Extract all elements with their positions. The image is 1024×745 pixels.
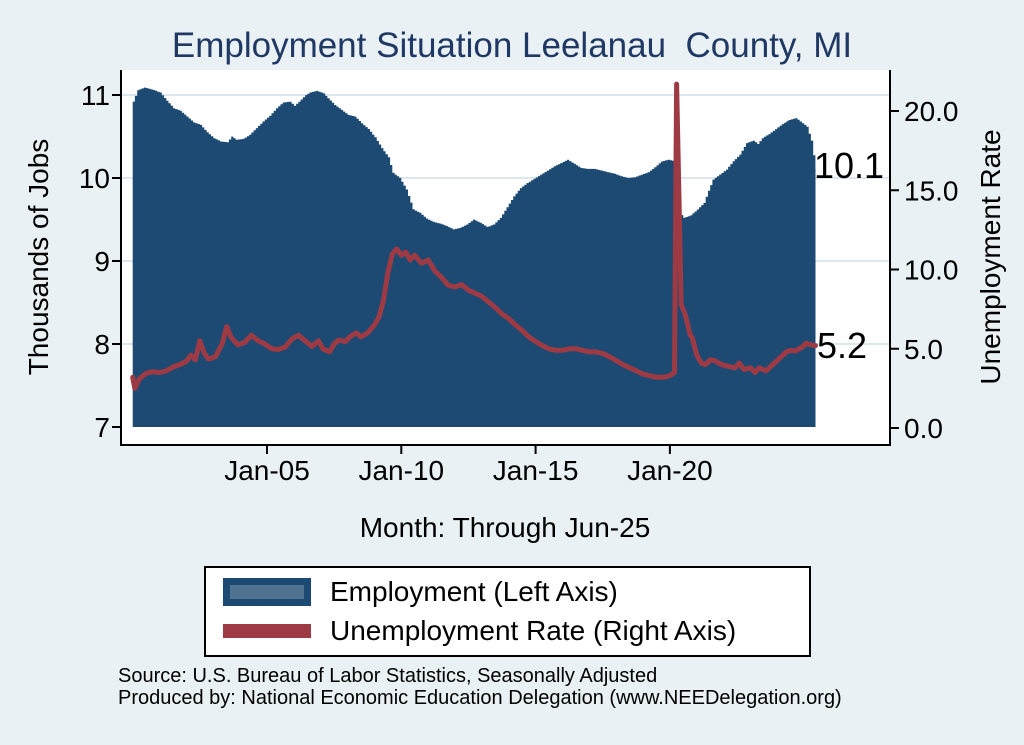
tick-labels: 7 8 9 10 11 0.0 5.0 10.0 15.0 20.0 Jan-05 Jan-10 Jan… [79,80,959,486]
left-axis-title: Thousands of Jobs [23,139,54,376]
right-tick-label: 10.0 [904,255,959,286]
footer-notes: Source: U.S. Bureau of Labor Statistics,… [118,665,842,709]
plot-frame [120,70,891,446]
legend: Employment (Left Axis) Unemployment Rate… [204,566,811,657]
left-tick-label: 11 [81,80,110,111]
right-tick-label: 0.0 [904,413,943,444]
right-tick-label: 15.0 [904,175,959,206]
left-tick-label: 9 [94,246,110,277]
x-axis-title: Month: Through Jun-25 [360,512,651,543]
x-tick-label: Jan-20 [627,455,713,486]
produced-by-line: Produced by: National Economic Education… [118,686,842,709]
x-tick-label: Jan-05 [224,455,310,486]
right-tick-label: 5.0 [904,334,943,365]
tick-marks [112,94,899,454]
right-tick-label: 20.0 [904,96,959,127]
legend-swatch-employment-area [223,578,311,606]
left-tick-label: 8 [94,329,110,360]
annotation-employment-end: 10.1 [814,145,884,186]
legend-label-employment: Employment (Left Axis) [330,576,618,607]
source-line: Source: U.S. Bureau of Labor Statistics,… [118,665,658,687]
left-tick-label: 10 [79,163,110,194]
unemployment-line [130,81,818,391]
right-axis-title: Unemployment Rate [975,129,1006,384]
legend-label-unemployment: Unemployment Rate (Right Axis) [330,615,737,646]
x-tick-label: Jan-15 [493,455,579,486]
legend-swatch-unemployment-line [223,624,311,638]
legend-row-employment: Employment (Left Axis) [223,578,809,606]
legend-row-unemployment: Unemployment Rate (Right Axis) [223,617,809,645]
chart-title: Employment Situation Leelanau County, MI [171,26,853,65]
left-tick-label: 7 [94,412,110,443]
x-tick-label: Jan-10 [358,455,444,486]
annotation-unemployment-end: 5.2 [817,325,867,366]
